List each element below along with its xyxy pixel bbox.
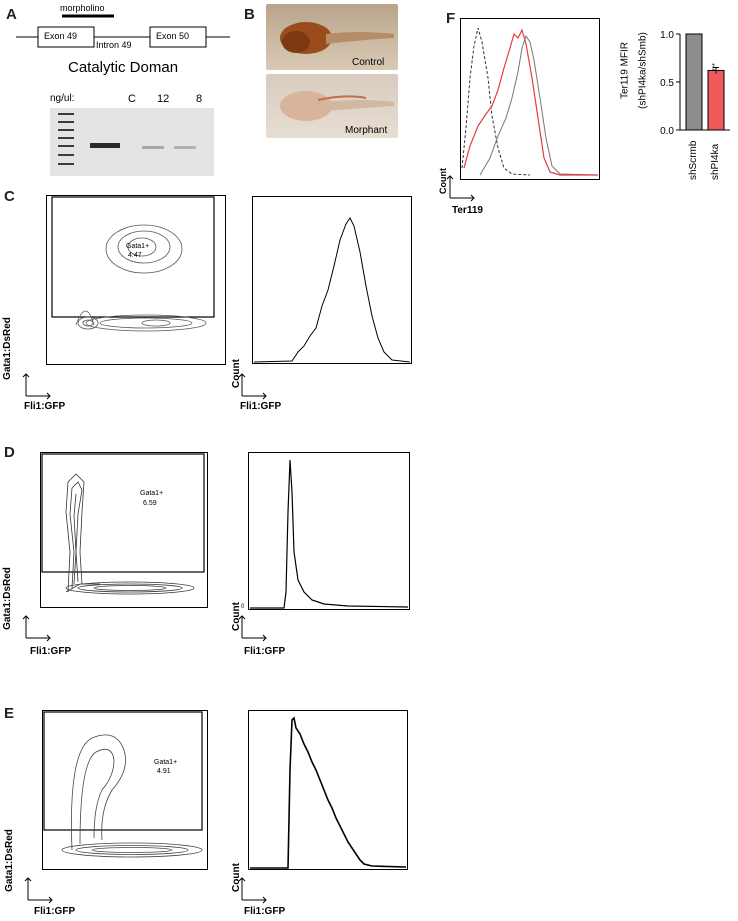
morphant-embryo-photo xyxy=(266,74,398,138)
bar-ylabel-line1: Ter119 MFIR xyxy=(619,41,631,100)
gel-lane-label-ng: ng/ul: xyxy=(50,93,75,104)
d-gate-value: 6.59 xyxy=(143,500,157,507)
catalytic-title: Catalytic Doman xyxy=(68,59,179,76)
ytick-0-5: 0.5 xyxy=(660,78,674,89)
error-bar-shpi4ka xyxy=(713,66,719,74)
control-label: Control xyxy=(352,57,385,68)
e-hist-count: Count xyxy=(230,863,242,892)
ter119-x-label: Ter119 xyxy=(452,205,483,216)
bar-shscrmb xyxy=(685,33,703,131)
ytick-0-0: 0.0 xyxy=(660,126,674,137)
intron-label: Intron 49 xyxy=(96,40,132,50)
c-axes xyxy=(22,373,51,400)
d-gate-name: Gata1+ xyxy=(140,490,164,497)
panel-e-letter: E xyxy=(4,705,15,722)
bar-shpi4ka xyxy=(707,69,725,131)
d-histogram xyxy=(248,452,410,610)
morphant-label: Morphant xyxy=(345,125,388,136)
control-embryo-photo xyxy=(266,4,398,70)
gel-lane-label-12: 12 xyxy=(157,93,170,105)
gel-lane-label-8: 8 xyxy=(196,93,203,105)
c-contour-plot xyxy=(46,195,226,365)
ter119-count-label: Count xyxy=(438,168,448,194)
c-y-label: Gata1:DsRed xyxy=(1,317,13,380)
gel-lane-label-c: C xyxy=(128,93,136,105)
d-hist-count: Count xyxy=(230,602,242,631)
bar-ylabel-line2: (shPI4ka/shSmb) xyxy=(637,32,649,109)
panel-a-letter: A xyxy=(6,6,17,23)
c-hist-x-label: Fli1:GFP xyxy=(240,401,282,412)
ytick-1-0: 1.0 xyxy=(660,30,674,41)
c-hist-axes xyxy=(238,373,267,400)
e-y-label: Gata1:DsRed xyxy=(3,829,15,892)
gel-image xyxy=(50,108,214,176)
panel-b-letter: B xyxy=(244,6,255,23)
e-x-label: Fli1:GFP xyxy=(34,906,76,917)
category-label-pi4ka: shPI4ka xyxy=(710,143,721,180)
exon50-label: Exon 50 xyxy=(156,31,190,41)
e-contour-plot xyxy=(42,710,208,870)
c-gate-value: 4.47 xyxy=(128,252,142,259)
d-contour-plot xyxy=(40,452,208,608)
c-hist-count: Count xyxy=(230,359,242,388)
c-histogram xyxy=(252,196,412,364)
c-x-label: Fli1:GFP xyxy=(24,401,66,412)
d-axes xyxy=(22,615,51,642)
morpholino-label: morpholino xyxy=(60,3,105,13)
d-hist-x-label: Fli1:GFP xyxy=(244,646,286,657)
d-hist-zero: 0 xyxy=(241,604,245,610)
ter119-histogram xyxy=(460,18,600,180)
category-label-scrmb: shScrmb xyxy=(688,140,699,180)
e-hist-x-label: Fli1:GFP xyxy=(244,906,286,917)
mfir-bar-chart: 1.0 0.5 0.0 **** shScrmb shPI4ka xyxy=(660,30,730,180)
exon49-label: Exon 49 xyxy=(44,31,78,41)
e-histogram xyxy=(248,710,408,870)
e-gate-name: Gata1+ xyxy=(154,759,178,766)
e-hist-axes xyxy=(238,877,267,904)
panel-f-letter: F xyxy=(446,10,456,27)
d-y-label: Gata1:DsRed xyxy=(1,567,13,630)
e-gate-value: 4.91 xyxy=(157,768,171,775)
ter119-axes xyxy=(446,175,475,202)
gene-diagram xyxy=(16,14,230,48)
d-hist-axes xyxy=(238,615,267,642)
panel-c-letter: C xyxy=(4,188,15,205)
panel-d-letter: D xyxy=(4,444,15,461)
c-gate-name: Gata1+ xyxy=(126,243,150,250)
d-x-label: Fli1:GFP xyxy=(30,646,72,657)
e-axes xyxy=(24,877,53,904)
